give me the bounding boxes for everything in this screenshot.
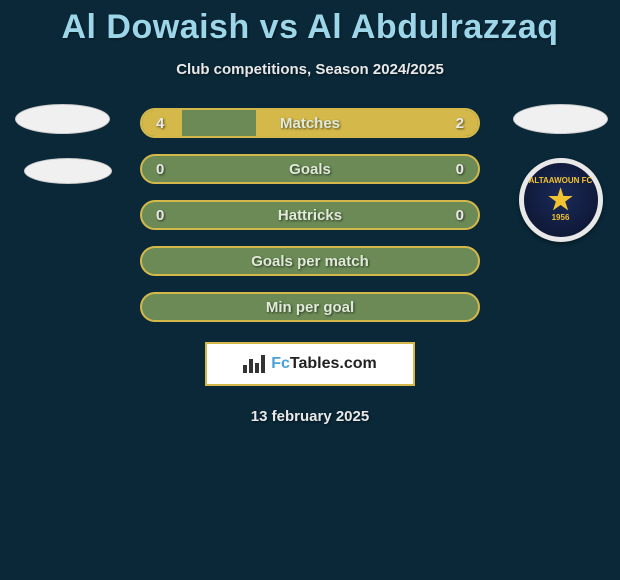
club-badge: ALTAAWOUN FC ★ 1956 [519,158,603,242]
star-icon: ★ [529,186,593,214]
stat-bar: Min per goal [140,292,480,322]
subtitle: Club competitions, Season 2024/2025 [176,61,444,78]
stat-bar: 0 Goals 0 [140,154,480,184]
club-badge-inner: ALTAAWOUN FC ★ 1956 [529,177,593,223]
stat-value-left: 4 [156,115,164,132]
stat-value-left: 0 [156,207,164,224]
brand-suffix: Tables.com [290,355,377,372]
club-year: 1956 [529,214,593,223]
stat-label: Hattricks [278,207,342,224]
stat-label: Goals per match [251,253,369,270]
player-avatar-placeholder [24,158,112,184]
stat-bars: 4 Matches 2 0 Goals 0 0 Hattricks 0 Goals per mat… [140,108,480,322]
stats-section: ALTAAWOUN FC ★ 1956 4 Matches 2 0 Goals 0 0 Hat… [0,108,620,322]
brand-box: FcTables.com [205,342,415,386]
brand-prefix: Fc [271,355,290,372]
stat-bar: 0 Hattricks 0 [140,200,480,230]
stat-value-right: 0 [456,207,464,224]
stat-value-right: 0 [456,161,464,178]
stat-bar: Goals per match [140,246,480,276]
footer-date: 13 february 2025 [251,408,369,425]
stat-label: Min per goal [266,299,354,316]
stat-value-left: 0 [156,161,164,178]
right-player-avatars: ALTAAWOUN FC ★ 1956 [513,104,608,242]
player-avatar-placeholder [513,104,608,134]
stat-value-right: 2 [456,115,464,132]
left-player-avatars [12,104,112,184]
bar-chart-icon [243,355,265,373]
title: Al Dowaish vs Al Abdulrazzaq [61,8,558,47]
player-avatar-placeholder [15,104,110,134]
infographic-root: Al Dowaish vs Al Abdulrazzaq Club compet… [0,0,620,425]
brand-text: FcTables.com [271,355,377,373]
stat-label: Matches [280,115,340,132]
stat-label: Goals [289,161,331,178]
stat-bar: 4 Matches 2 [140,108,480,138]
